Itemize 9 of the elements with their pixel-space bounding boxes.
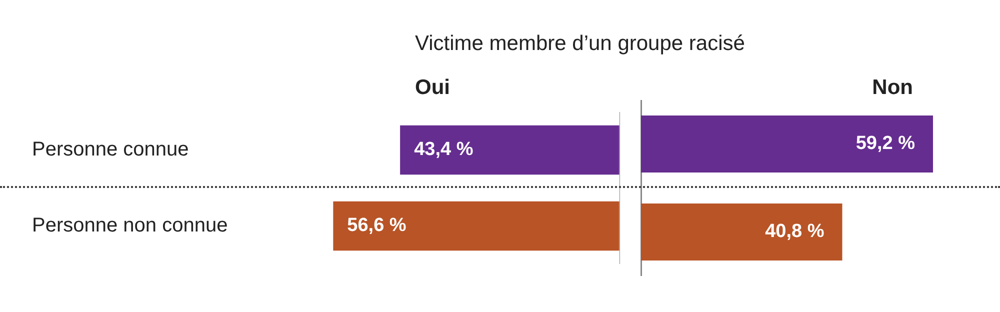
data-label: 40,8 % [765,221,824,242]
chart-title: Victime membre d’un groupe racisé [415,32,745,56]
data-label: 43,4 % [414,139,474,160]
data-label: 59,2 % [856,133,916,154]
chart-subtitle: Oui [415,76,450,100]
data-label: 56,6 % [347,215,406,236]
chart-subtitle: Non [872,76,913,100]
y-tick-label: Personne connue [32,138,189,161]
y-tick-label: Personne non connue [32,214,228,237]
